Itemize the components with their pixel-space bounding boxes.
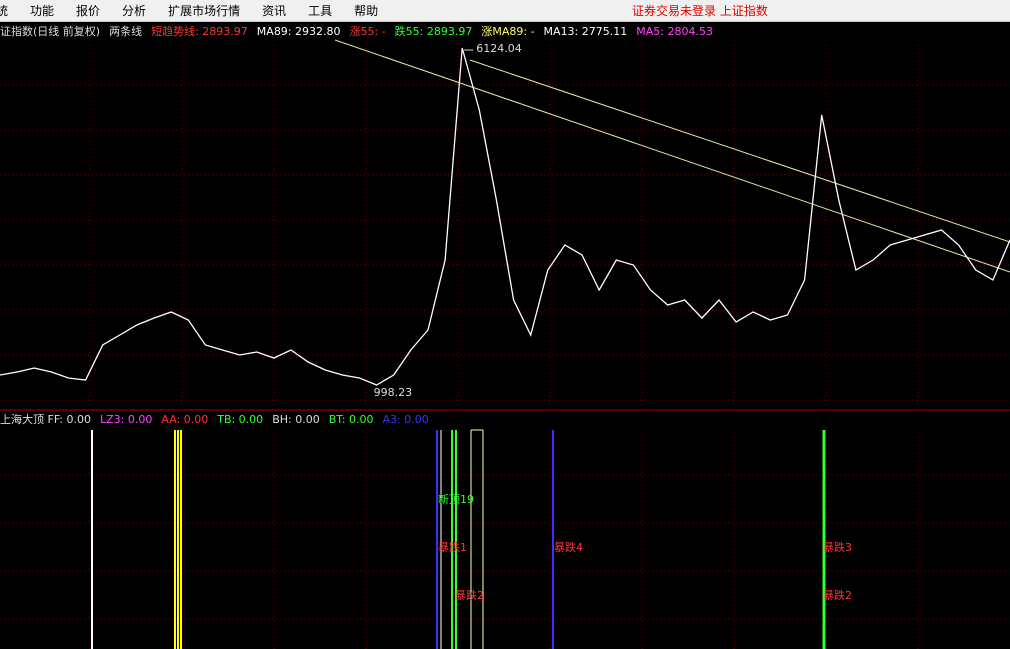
menu-item[interactable]: 扩展市场行情 — [168, 4, 241, 18]
trend-line — [469, 59, 1010, 243]
menu-item[interactable]: 统 — [0, 4, 9, 18]
legend-value: 涨55: - — [349, 25, 386, 38]
legend-value: MA5: 2804.53 — [636, 24, 713, 38]
signal-label: 暴跌3 — [823, 540, 852, 554]
signal-label: 暴跌2 — [823, 588, 852, 602]
price-line — [0, 47, 1010, 386]
menu-item[interactable]: 报价 — [76, 4, 101, 18]
indicator-value: 上海大顶 FF: 0.00 — [0, 413, 91, 426]
legend-value: 跌55: 2893.97 — [394, 25, 473, 38]
menu-item[interactable]: 工具 — [308, 4, 333, 18]
legend-value: MA13: 2775.11 — [543, 24, 628, 38]
signal-label: 暴跌2 — [455, 588, 484, 602]
trend-line — [334, 39, 1010, 273]
menu-item[interactable]: 功能 — [30, 4, 55, 18]
menu-bar: 统 功能 报价 分析 扩展市场行情 资讯 工具 帮助 证券交易未登录 上证指数 — [0, 0, 1010, 22]
menu-item[interactable]: 帮助 — [354, 4, 379, 18]
indicator-value: TB: 0.00 — [217, 412, 264, 426]
signal-label: 新顶19 — [438, 492, 474, 506]
indicator-value: AA: 0.00 — [161, 412, 209, 426]
legend-value: 证指数(日线 前复权) — [0, 25, 101, 38]
indicator-value: LZ3: 0.00 — [100, 412, 153, 426]
legend-value: MA89: 2932.80 — [256, 24, 341, 38]
menu-item[interactable]: 分析 — [122, 4, 147, 18]
signal-label: 暴跌1 — [438, 540, 467, 554]
indicator-value: BT: 0.00 — [328, 412, 374, 426]
legend-value: 涨MA89: - — [481, 25, 535, 38]
signal-label: 暴跌4 — [554, 540, 583, 554]
legend-value: 短趋势线: 2893.97 — [151, 25, 248, 38]
legend-value: 两条线 — [109, 25, 143, 38]
low-label: 998.23 — [374, 386, 413, 399]
menu-item[interactable]: 资讯 — [262, 4, 287, 18]
login-status: 证券交易未登录 上证指数 — [632, 4, 768, 18]
indicator-value: BH: 0.00 — [272, 412, 320, 426]
indicator-row: 上海大顶 FF: 0.00 LZ3: 0.00 AA: 0.00 TB: 0.00 BH… — [0, 411, 438, 427]
header-row: 证指数(日线 前复权) 两条线 短趋势线: 2893.97 MA89: 2932.80… — [0, 23, 722, 39]
indicator-value: A3: 0.00 — [382, 412, 429, 426]
high-label: 6124.04 — [476, 42, 521, 55]
